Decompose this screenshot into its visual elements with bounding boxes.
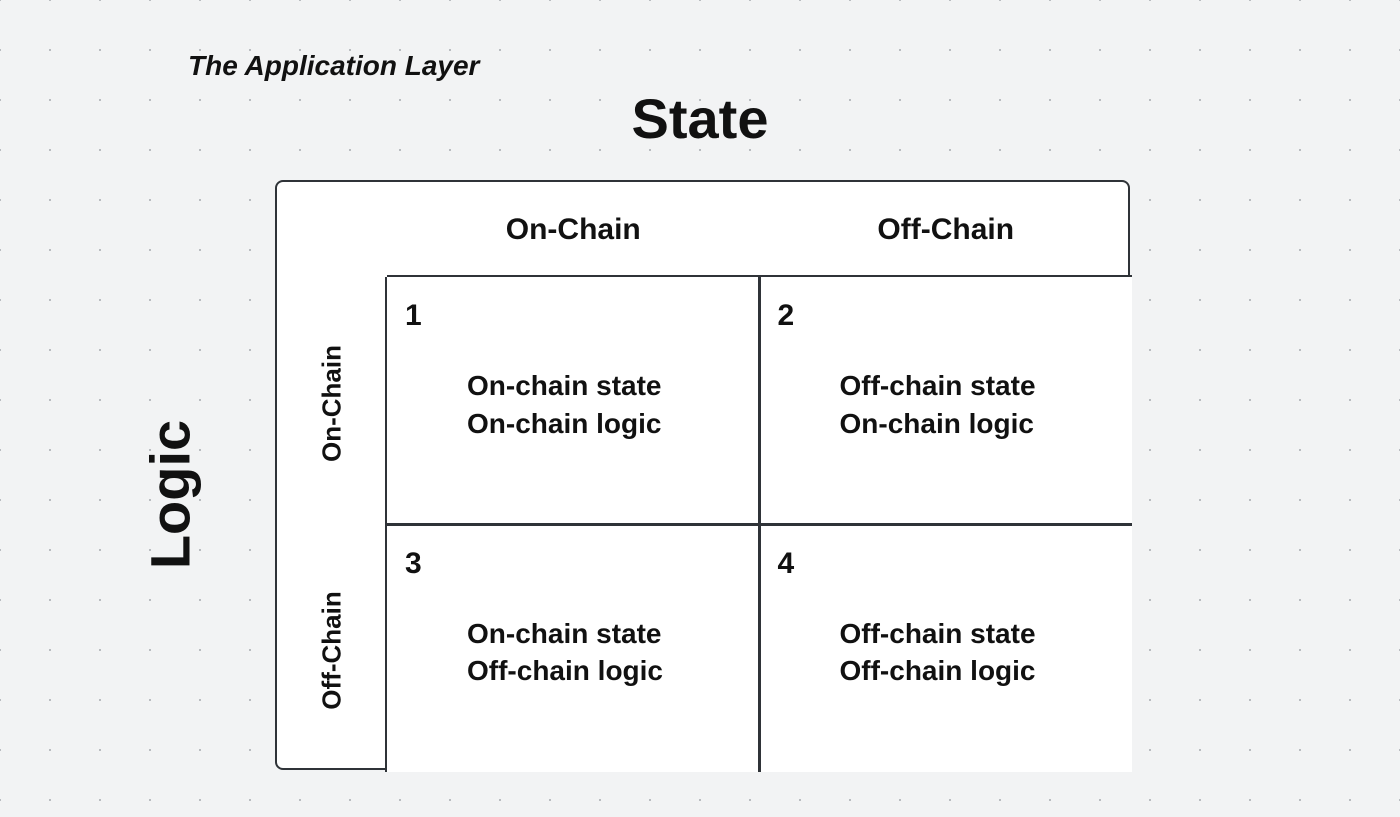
quadrant-number: 1 bbox=[405, 299, 422, 333]
quadrant-line2: On-chain logic bbox=[467, 405, 661, 443]
quadrant-line1: Off-chain state bbox=[840, 615, 1036, 653]
quadrant-line1: On-chain state bbox=[467, 615, 661, 653]
quadrant-line2: Off-chain logic bbox=[467, 652, 663, 690]
quadrant-number: 2 bbox=[778, 299, 795, 333]
grid-line bbox=[758, 277, 761, 772]
row-header: On-Chain bbox=[317, 280, 348, 528]
quadrant-cell: 2 Off-chain stateOn-chain logic bbox=[760, 277, 1133, 525]
quadrant-line2: Off-chain logic bbox=[840, 652, 1036, 690]
column-header: Off-Chain bbox=[760, 182, 1133, 277]
diagram-title: The Application Layer bbox=[188, 50, 479, 82]
column-header: On-Chain bbox=[387, 182, 760, 277]
quadrant-line1: Off-chain state bbox=[840, 367, 1036, 405]
quadrant-line2: On-chain logic bbox=[840, 405, 1034, 443]
quadrant-number: 3 bbox=[405, 547, 422, 581]
axis-label-left: Logic bbox=[138, 345, 203, 645]
diagram-content: The Application Layer State Logic On-Cha… bbox=[0, 0, 1400, 817]
quadrant-number: 4 bbox=[778, 547, 795, 581]
quadrant-cell: 4 Off-chain stateOff-chain logic bbox=[760, 525, 1133, 773]
row-header: Off-Chain bbox=[317, 527, 348, 775]
quadrant-cell: 1 On-chain stateOn-chain logic bbox=[387, 277, 760, 525]
quadrant-matrix: On-ChainOff-ChainOn-ChainOff-Chain1On-ch… bbox=[275, 180, 1130, 770]
quadrant-cell: 3 On-chain stateOff-chain logic bbox=[387, 525, 760, 773]
axis-label-top: State bbox=[500, 86, 900, 151]
quadrant-line1: On-chain state bbox=[467, 367, 661, 405]
